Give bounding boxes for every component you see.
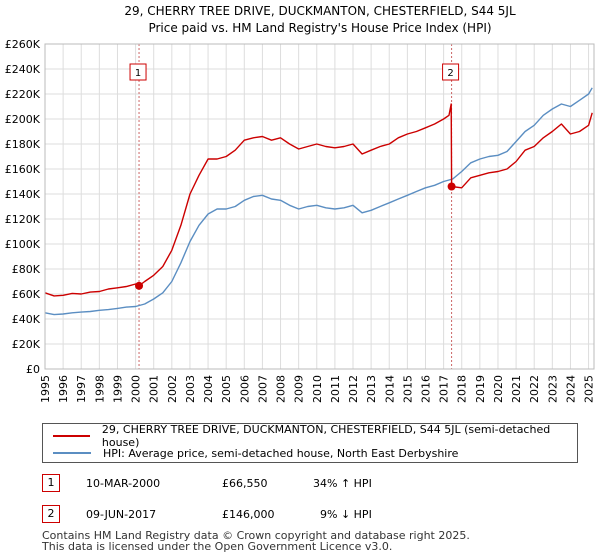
annotation-box: [442, 63, 460, 81]
sale-price: £146,000: [222, 508, 275, 521]
sale-point: [135, 281, 144, 290]
y-tick-label: £20K: [12, 338, 41, 351]
x-tick-label: 2019: [474, 375, 487, 403]
x-tick-label: 2017: [438, 375, 451, 403]
x-tick-label: 2004: [202, 375, 215, 403]
y-tick-label: £260K: [5, 38, 41, 51]
annotation-label: 1: [135, 68, 141, 79]
y-tick-label: £120K: [5, 213, 41, 226]
x-tick-label: 1998: [93, 375, 106, 403]
sale-date: 09-JUN-2017: [86, 508, 157, 521]
price-chart: 29, CHERRY TREE DRIVE, DUCKMANTON, CHEST…: [5, 4, 596, 403]
chart-subtitle: Price paid vs. HM Land Registry's House …: [148, 21, 491, 35]
y-axis: £0 £20K £40K £60K £80K £100K £120K £140K £160K £1…: [5, 38, 41, 376]
legend-swatch-red: [53, 435, 90, 437]
x-tick-label: 2022: [528, 375, 541, 403]
legend-label-property: 29, CHERRY TREE DRIVE, DUCKMANTON, CHEST…: [101, 423, 551, 449]
x-tick-label: 2021: [510, 375, 523, 403]
x-axis: 1995 1996 1997 1998 1999 2000 2001 2002 2003 2004…: [39, 375, 596, 403]
sale-point: [447, 182, 456, 191]
x-tick-label: 2009: [293, 375, 306, 403]
annotation-label: 2: [447, 68, 453, 79]
x-tick-label: 2002: [166, 375, 179, 403]
y-tick-label: £100K: [5, 238, 41, 251]
x-tick-label: 2003: [184, 375, 197, 403]
sale-date: 10-MAR-2000: [86, 477, 161, 490]
x-tick-label: 1996: [57, 375, 70, 403]
legend: 29, CHERRY TREE DRIVE, DUCKMANTON, CHEST…: [42, 423, 578, 463]
x-tick-label: 2025: [583, 375, 596, 403]
x-tick-label: 1995: [39, 375, 52, 403]
property-price-line: [44, 103, 593, 297]
legend-item-property: 29, CHERRY TREE DRIVE, DUCKMANTON, CHEST…: [53, 423, 577, 449]
legend-item-hpi: HPI: Average price, semi-detached house,…: [53, 444, 458, 462]
chart-title: 29, CHERRY TREE DRIVE, DUCKMANTON, CHEST…: [124, 4, 516, 18]
y-tick-label: £80K: [12, 263, 41, 276]
x-tick-label: 2001: [148, 375, 161, 403]
x-tick-label: 2016: [419, 375, 432, 403]
y-tick-label: £180K: [5, 138, 41, 151]
footer-copyright: Contains HM Land Registry data © Crown c…: [42, 529, 470, 542]
x-tick-label: 2024: [564, 375, 577, 403]
y-tick-label: £240K: [5, 63, 41, 76]
x-tick-label: 2013: [365, 375, 378, 403]
legend-swatch-blue: [53, 452, 91, 454]
y-tick-label: £0: [26, 363, 40, 376]
x-tick-label: 2023: [546, 375, 559, 403]
x-tick-label: 2011: [329, 375, 342, 403]
sale-number-badge: 2: [42, 505, 60, 523]
x-tick-label: 2012: [347, 375, 360, 403]
x-tick-label: 2018: [456, 375, 469, 403]
series-lines: [44, 87, 593, 316]
y-tick-label: £40K: [12, 313, 41, 326]
footer-licence: This data is licensed under the Open Gov…: [42, 540, 393, 553]
x-tick-label: 2010: [311, 375, 324, 403]
y-tick-label: £60K: [12, 288, 41, 301]
y-tick-label: £220K: [5, 88, 41, 101]
x-tick-label: 2007: [256, 375, 269, 403]
x-tick-label: 2015: [401, 375, 414, 403]
x-tick-label: 2006: [238, 375, 251, 403]
footer: Contains HM Land Registry data © Crown c…: [42, 530, 470, 552]
x-tick-label: 2000: [130, 375, 143, 403]
sale-hpi-change: 34% ↑ HPI: [313, 477, 372, 490]
x-tick-label: 1997: [75, 375, 88, 403]
legend-label-hpi: HPI: Average price, semi-detached house,…: [103, 446, 459, 460]
x-tick-label: 2014: [383, 375, 396, 403]
x-tick-label: 2020: [492, 375, 505, 403]
y-tick-label: £200K: [5, 113, 41, 126]
plot-area: [44, 43, 595, 370]
y-tick-label: £140K: [5, 188, 41, 201]
annotation-box: [129, 63, 147, 81]
sale-price: £66,550: [222, 477, 268, 490]
hpi-line: [44, 87, 593, 316]
x-tick-label: 2005: [220, 375, 233, 403]
x-tick-label: 1999: [111, 375, 124, 403]
x-tick-label: 2008: [275, 375, 288, 403]
sale-number-badge: 1: [42, 474, 60, 492]
sale-hpi-change: 9% ↓ HPI: [320, 508, 372, 521]
y-tick-label: £160K: [5, 163, 41, 176]
